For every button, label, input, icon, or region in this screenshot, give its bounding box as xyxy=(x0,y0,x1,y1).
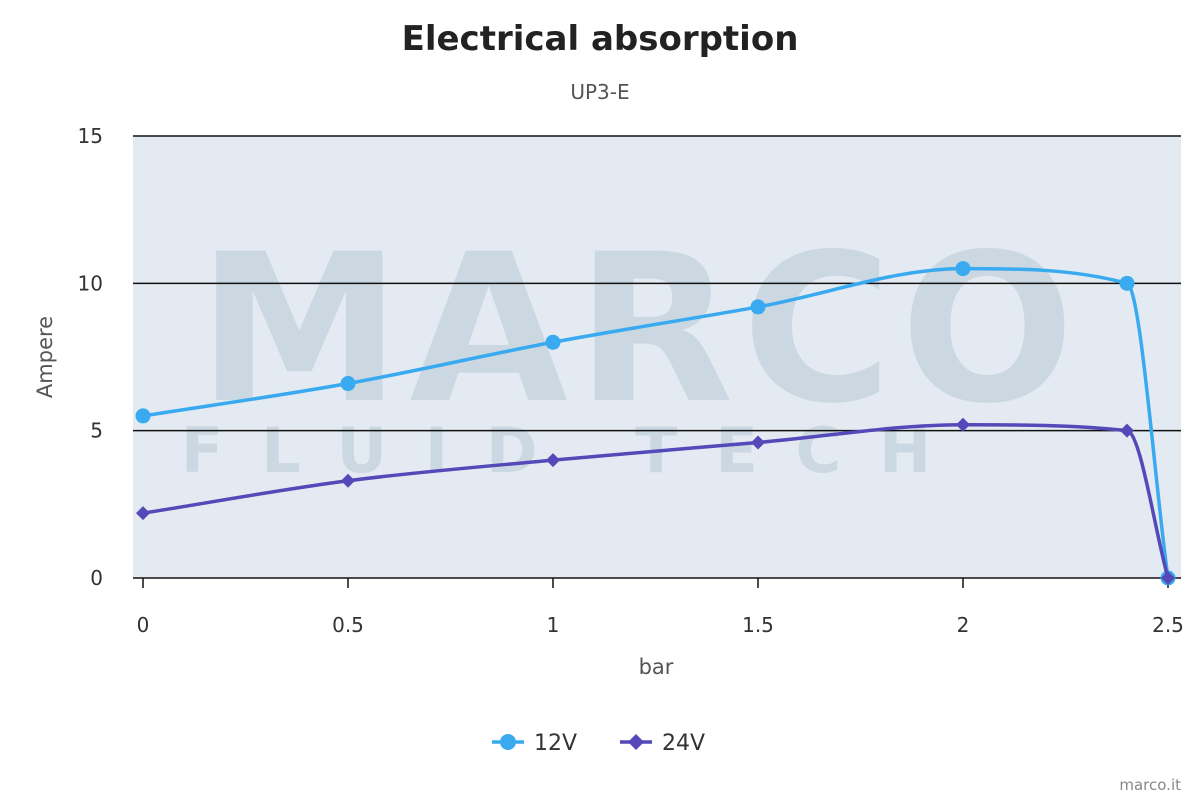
y-axis-ticks: 0 5 10 15 xyxy=(78,124,103,590)
legend-label: 24V xyxy=(662,731,705,756)
x-tick-label: 1 xyxy=(547,613,560,637)
data-point xyxy=(751,435,765,450)
data-point xyxy=(545,334,561,350)
x-tick-label: 0 xyxy=(137,613,150,637)
data-point xyxy=(136,506,150,521)
chart-title: Electrical absorption xyxy=(402,19,799,59)
legend-marker xyxy=(500,734,516,750)
series-group xyxy=(135,261,1176,586)
series-12V xyxy=(135,261,1176,586)
data-point xyxy=(341,473,355,488)
y-tick-label: 10 xyxy=(78,271,103,295)
legend-item-24V[interactable]: 24V xyxy=(620,731,705,756)
watermark-tagline: FLUID TECH xyxy=(181,414,969,487)
series-24V xyxy=(136,417,1175,585)
grid xyxy=(133,135,1181,579)
data-point xyxy=(135,408,151,424)
x-tick-label: 1.5 xyxy=(742,613,774,637)
data-point xyxy=(956,417,970,432)
plot-background xyxy=(133,136,1181,578)
credit-text[interactable]: marco.it xyxy=(1119,776,1181,794)
x-tick-label: 2.5 xyxy=(1152,613,1184,637)
data-point xyxy=(750,299,766,315)
data-point xyxy=(546,453,560,468)
x-tick-label: 2 xyxy=(957,613,970,637)
data-point xyxy=(340,376,356,392)
data-point xyxy=(1161,571,1175,585)
x-tick-label: 0.5 xyxy=(332,613,364,637)
data-point xyxy=(955,261,971,277)
data-point xyxy=(1119,275,1135,291)
x-axis-title: bar xyxy=(639,655,674,679)
y-tick-label: 0 xyxy=(90,566,103,590)
watermark-brand: MARCO xyxy=(197,211,1082,449)
watermark-registered: ® xyxy=(998,368,1030,406)
legend-marker xyxy=(628,734,644,750)
chart-subtitle: UP3-E xyxy=(570,80,629,104)
y-tick-label: 15 xyxy=(78,124,103,148)
data-point xyxy=(1120,423,1134,438)
legend-label: 12V xyxy=(534,731,577,756)
y-axis-title: Ampere xyxy=(33,316,57,398)
y-tick-label: 5 xyxy=(90,419,103,443)
legend-item-12V[interactable]: 12V xyxy=(492,731,577,756)
x-axis-ticks: 0 0.5 1 1.5 2 2.5 xyxy=(137,578,1184,637)
watermark: MARCO FLUID TECH ® xyxy=(181,211,1082,487)
legend: 12V 24V xyxy=(492,731,705,756)
